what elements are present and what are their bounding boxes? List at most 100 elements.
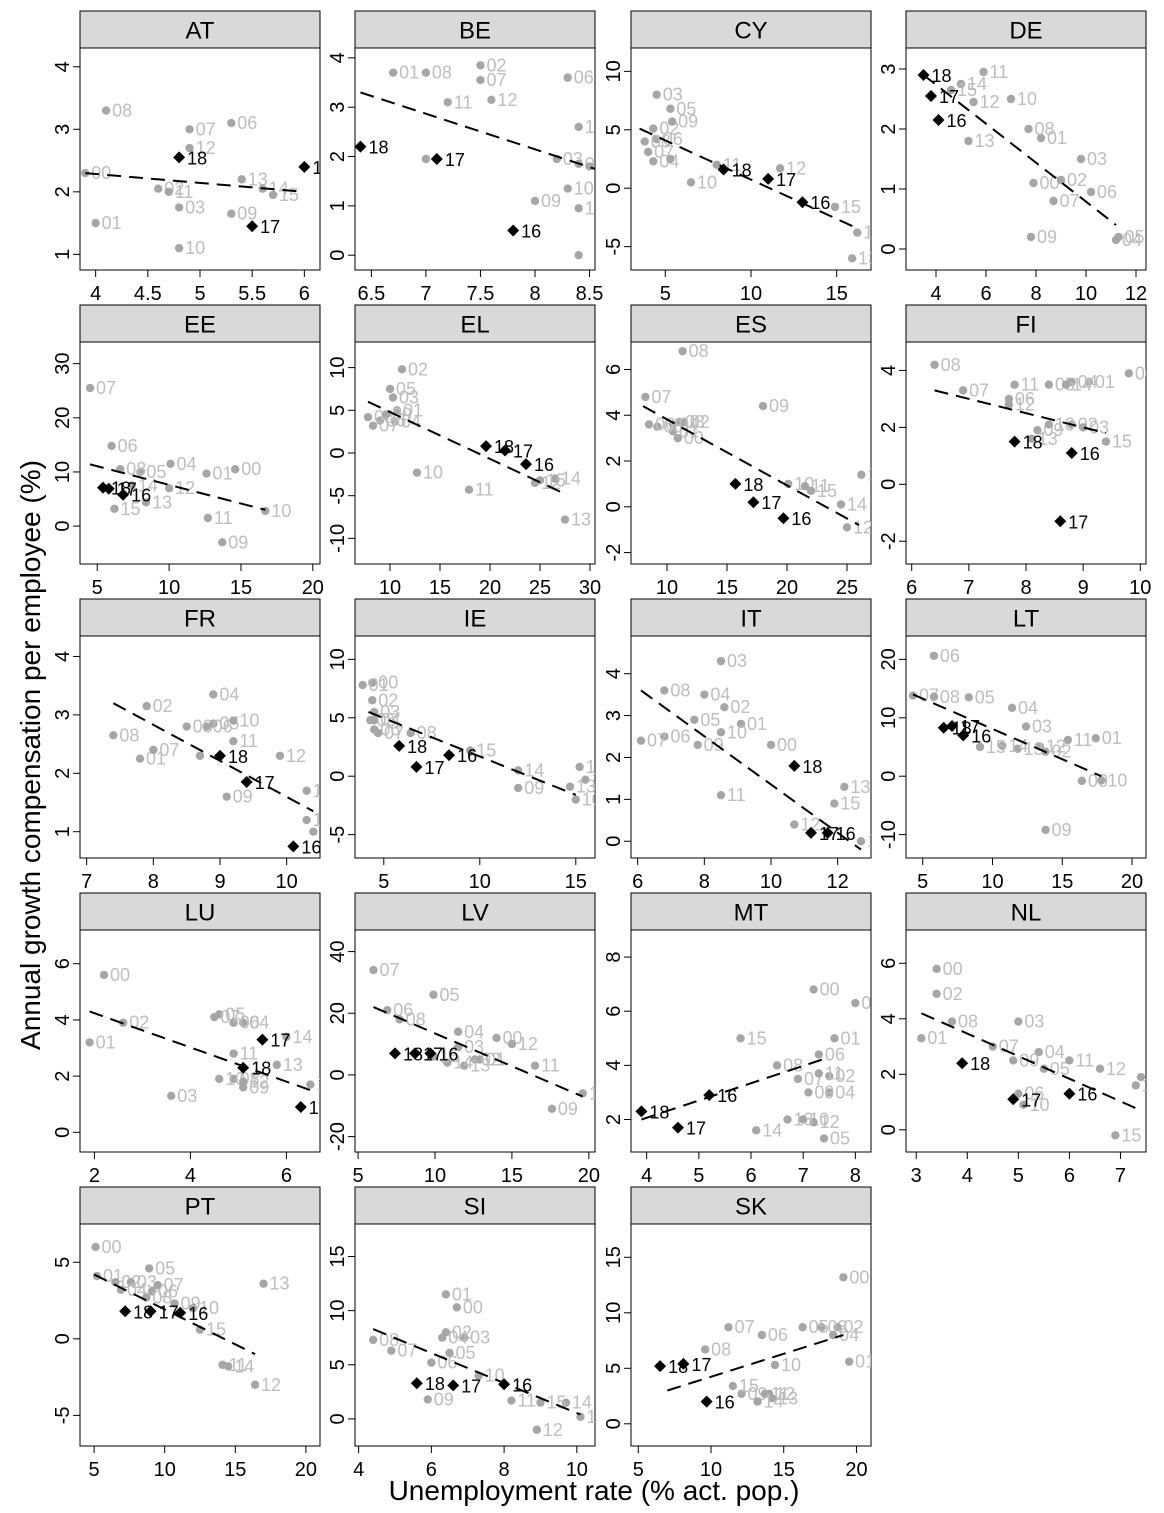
- point-label: 17: [939, 87, 959, 107]
- panel-frame: [630, 635, 872, 859]
- panel-es: ES10152025-20246000102030405060708091011…: [603, 304, 872, 599]
- strip-header: [630, 304, 872, 343]
- point-year-12: [969, 97, 978, 107]
- x-tick-label: 10: [656, 577, 678, 599]
- point-label: 12: [261, 1375, 281, 1395]
- point-label: 09: [228, 532, 248, 552]
- point-label: 12: [1106, 1059, 1126, 1079]
- point-label: 09: [392, 405, 412, 425]
- point-year-03: [174, 203, 184, 212]
- point-year-13: [964, 136, 973, 146]
- strip-header: [905, 598, 1147, 637]
- point-label: 16: [836, 824, 856, 844]
- point-year-04: [438, 1333, 447, 1342]
- point-label: 12: [543, 1420, 563, 1440]
- y-tick-label: 10: [878, 707, 900, 729]
- point-label: 17: [423, 1044, 443, 1064]
- point-label: 09: [704, 735, 724, 755]
- strip-header: [354, 10, 596, 49]
- x-tick-label: 10: [760, 871, 782, 893]
- point-label: 04: [835, 1082, 855, 1102]
- point-label: 17: [691, 1355, 711, 1375]
- point-label: 03: [1024, 1012, 1044, 1032]
- y-tick-label: 2: [603, 752, 625, 763]
- strip-header: [354, 892, 596, 931]
- x-tick-label: 5: [660, 283, 671, 305]
- point-year-10: [571, 795, 580, 804]
- point-year-06: [929, 651, 939, 661]
- point-year-07: [149, 745, 158, 755]
- point-label: 07: [196, 119, 216, 139]
- point-label: 08: [670, 680, 690, 700]
- point-label: 05: [1050, 1059, 1070, 1079]
- point-year-03: [817, 1323, 826, 1332]
- point-year-18: [956, 1057, 969, 1070]
- point-year-05: [798, 1323, 807, 1332]
- point-label: 13: [152, 492, 172, 512]
- point-label: 14: [967, 74, 987, 94]
- point-year-13: [847, 254, 857, 263]
- point-label: 03: [727, 651, 747, 671]
- point-year-08: [772, 1061, 782, 1070]
- point-label: 18: [802, 757, 822, 777]
- point-year-01: [202, 469, 211, 478]
- point-year-10: [1097, 776, 1106, 785]
- point-label: 12: [775, 1384, 795, 1404]
- point-label: 16: [791, 509, 811, 529]
- point-label: 00: [1040, 173, 1060, 193]
- panel-frame: [630, 341, 872, 565]
- point-label: 07: [379, 960, 399, 980]
- strip-header: [354, 1186, 596, 1225]
- point-year-08: [930, 360, 939, 369]
- panel-frame: [79, 341, 321, 565]
- y-tick-label: 2: [52, 186, 74, 197]
- y-tick-label: 5: [327, 1359, 349, 1370]
- point-label: 08: [1035, 119, 1055, 139]
- point-label: 11: [1075, 1050, 1094, 1070]
- y-tick-label: 4: [52, 651, 74, 662]
- trend-line: [934, 389, 1107, 435]
- y-tick-label: 2: [878, 1069, 900, 1080]
- point-label: 02: [943, 984, 963, 1004]
- point-year-15: [946, 85, 956, 95]
- point-year-13: [460, 1061, 469, 1070]
- point-year-16: [498, 1378, 511, 1391]
- x-tick-label: 6: [745, 1165, 756, 1187]
- x-tick-label: 15: [224, 1459, 246, 1481]
- y-tick-label: 0: [327, 1069, 349, 1080]
- y-tick-label: 3: [52, 709, 74, 720]
- x-tick-label: 12: [827, 871, 849, 893]
- point-year-02: [142, 701, 151, 711]
- point-year-05: [136, 467, 145, 477]
- point-label: 17: [270, 1031, 290, 1051]
- point-label: 14: [585, 198, 605, 218]
- x-tick-label: 6: [426, 1459, 437, 1481]
- point-year-08: [1024, 124, 1033, 134]
- point-label: 15: [120, 499, 140, 519]
- y-tick-label: 8: [603, 952, 625, 963]
- point-year-03: [716, 656, 726, 666]
- point-label: 01: [1095, 372, 1115, 392]
- point-label: 14: [572, 1393, 592, 1413]
- point-year-16: [700, 1395, 713, 1408]
- point-label: 17: [686, 1119, 706, 1139]
- point-label: 18: [732, 161, 752, 181]
- point-year-06: [814, 1050, 824, 1059]
- y-tick-label: 1: [603, 794, 625, 805]
- point-year-16: [957, 729, 970, 742]
- point-label: 05: [225, 1004, 245, 1024]
- point-year-15: [830, 799, 839, 808]
- point-label: 13: [975, 131, 995, 151]
- point-year-11: [1065, 1056, 1074, 1065]
- x-tick-label: 20: [302, 577, 324, 599]
- point-year-06: [757, 1330, 767, 1340]
- point-label: 01: [102, 213, 122, 233]
- point-label: 09: [769, 396, 789, 416]
- point-label: 10: [697, 172, 717, 192]
- point-year-06: [644, 420, 654, 429]
- point-label: 10: [185, 238, 205, 258]
- y-tick-label: 4: [603, 1060, 625, 1071]
